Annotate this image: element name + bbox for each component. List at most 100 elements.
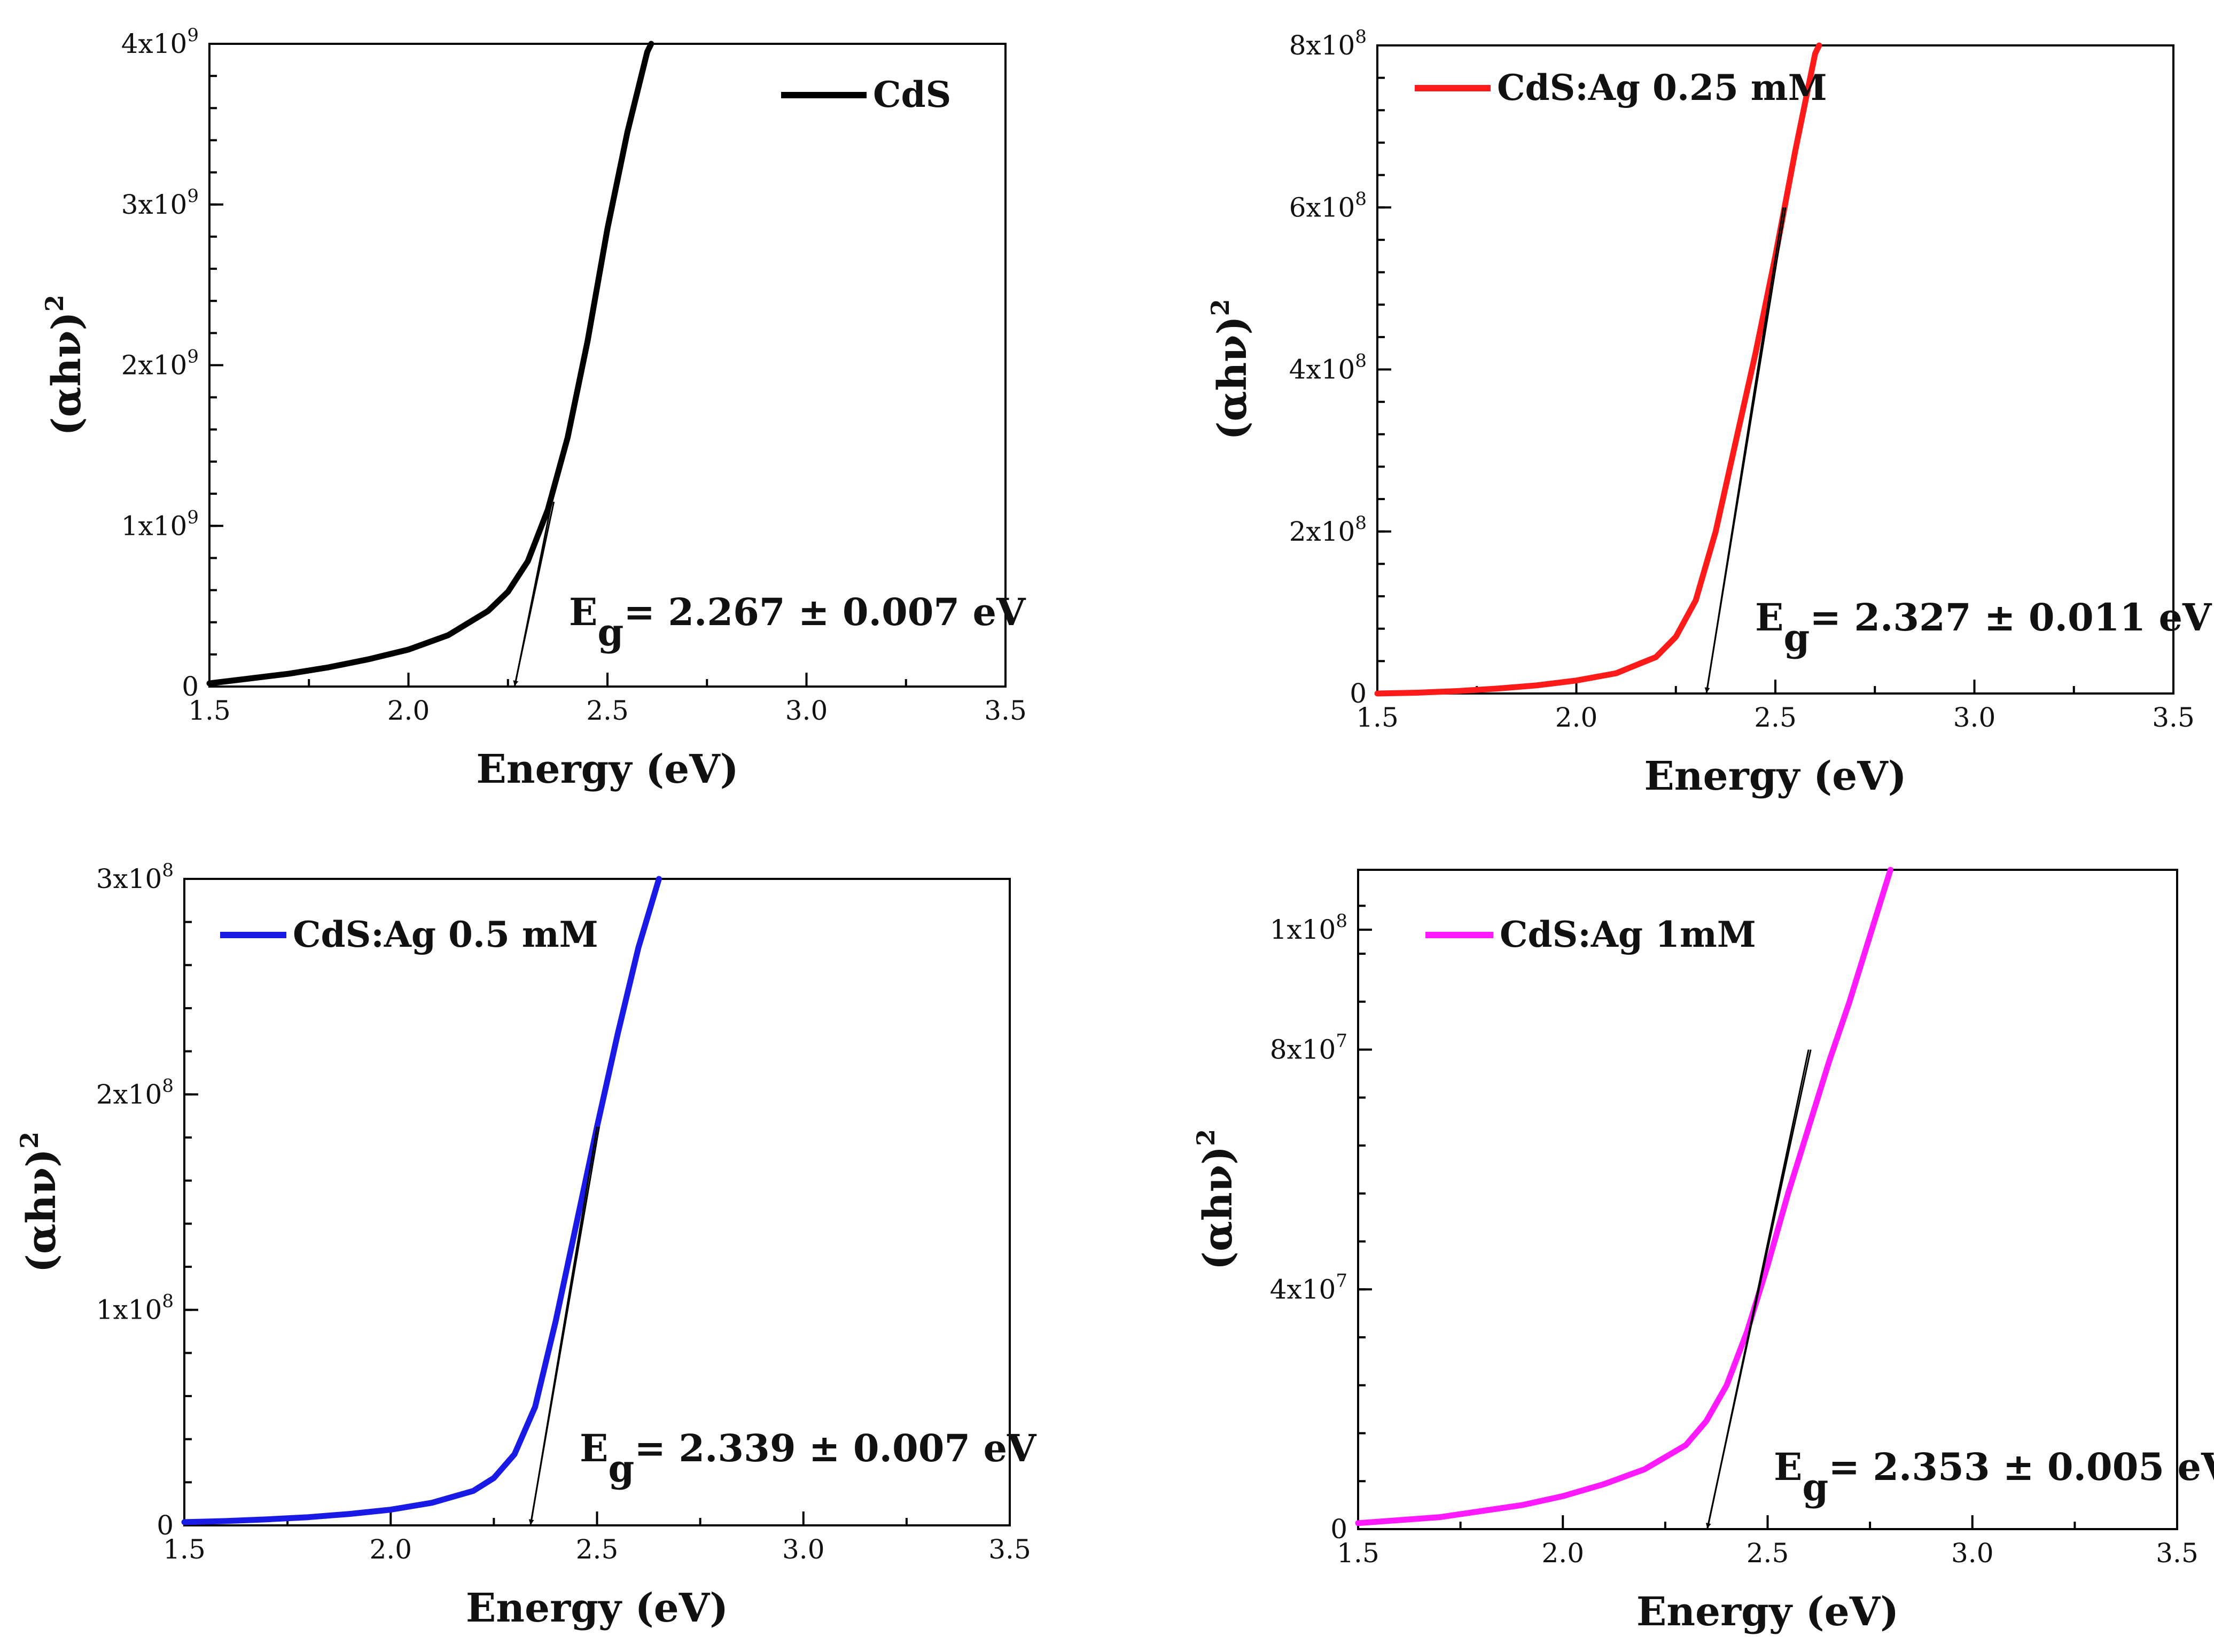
data-series-ag1 (1355, 867, 1893, 1526)
y-tick-label: 4x109 (121, 25, 199, 59)
y-tick-mantissa: 8x10 (1270, 1034, 1336, 1065)
y-axis-label: (αhν)2 (15, 1132, 65, 1273)
y-tick-mantissa: 1x10 (1270, 914, 1336, 945)
bandgap-symbol: E (1755, 595, 1783, 640)
y-tick-label: 1x108 (1270, 910, 1347, 945)
bandgap-annotation: Eg= 2.353 ± 0.005 eV (1774, 1445, 2214, 1509)
bandgap-subscript: g (608, 1446, 634, 1491)
y-tick-exponent: 8 (1355, 26, 1367, 48)
y-tick-mantissa: 4x10 (121, 28, 188, 59)
y-tick-label: 0 (182, 671, 199, 702)
bandgap-symbol: E (569, 590, 597, 634)
bandgap-annotation: Eg= 2.327 ± 0.011 eV (1755, 595, 2212, 660)
chart-panel-cds: 1.5 2.0 2.5 3.0 3.501x1092x1093x1094x109Ener… (40, 25, 1027, 792)
y-tick-exponent: 8 (1355, 350, 1367, 372)
y-tick-mantissa: 3x10 (96, 863, 162, 894)
y-tick-label: 8x107 (1270, 1031, 1347, 1065)
y-tick-label: 4x107 (1270, 1270, 1347, 1305)
y-tick-label: 2x108 (1289, 512, 1367, 547)
x-tick-label: 3.5 (988, 1534, 1031, 1565)
y-tick-mantissa: 2x10 (1289, 516, 1355, 547)
y-tick-mantissa: 1x10 (96, 1295, 162, 1326)
y-tick-mantissa: 0 (1330, 1514, 1347, 1545)
y-tick-exponent: 9 (187, 185, 199, 207)
bandgap-subscript: g (1783, 615, 1810, 660)
y-tick-exponent: 8 (1336, 910, 1347, 932)
x-axis-label: Energy (eV) (1636, 1589, 1899, 1635)
y-tick-exponent: 8 (1355, 188, 1367, 209)
eg-arrow (513, 501, 555, 686)
legend-label: CdS:Ag 1mM (1500, 914, 1756, 955)
x-tick-label: 3.0 (782, 1534, 825, 1565)
x-tick-label: 2.5 (586, 695, 629, 726)
x-tick-label: 2.0 (369, 1534, 412, 1565)
bandgap-value: = 2.353 ± 0.005 eV (1828, 1445, 2214, 1489)
y-tick-mantissa: 6x10 (1289, 192, 1355, 223)
y-tick-mantissa: 0 (182, 671, 199, 702)
eg-arrow (1704, 207, 1787, 693)
y-axis-label: (αhν)2 (1206, 299, 1256, 440)
y-axis-label-main: (αhν) (19, 1149, 65, 1273)
y-tick-label: 4x108 (1289, 350, 1367, 385)
bandgap-annotation: Eg= 2.339 ± 0.007 eV (580, 1426, 1037, 1491)
x-tick-label: 3.0 (785, 695, 828, 726)
y-tick-label: 1x108 (96, 1291, 174, 1326)
eg-arrow (1705, 1049, 1812, 1529)
y-tick-label: 0 (1350, 678, 1367, 709)
y-axis-label-exponent: 2 (15, 1132, 44, 1149)
y-tick-exponent: 7 (1336, 1031, 1347, 1052)
y-tick-exponent: 8 (162, 1075, 174, 1096)
y-tick-mantissa: 8x10 (1289, 30, 1355, 61)
eg-arrow (528, 1126, 600, 1525)
y-axis-label-exponent: 2 (1206, 299, 1235, 316)
x-tick-label: 3.0 (1951, 1538, 1994, 1569)
x-tick-label: 2.5 (1747, 1538, 1789, 1569)
y-tick-exponent: 9 (187, 346, 199, 368)
y-tick-mantissa: 2x10 (96, 1079, 162, 1110)
y-tick-mantissa: 3x10 (121, 189, 188, 220)
plot-frame (1357, 869, 2178, 1530)
bandgap-symbol: E (580, 1426, 608, 1470)
y-axis-label: (αhν)2 (1191, 1129, 1241, 1270)
x-tick-label: 2.0 (1541, 1538, 1584, 1569)
x-tick-label: 1.5 (188, 695, 231, 726)
x-tick-label: 2.0 (1555, 702, 1598, 733)
y-tick-label: 8x108 (1289, 26, 1367, 61)
y-tick-label: 0 (1330, 1514, 1347, 1545)
x-axis-label: Energy (eV) (1644, 753, 1906, 799)
x-tick-label: 1.5 (1337, 1538, 1379, 1569)
y-axis-label: (αhν)2 (40, 294, 90, 435)
y-tick-mantissa: 4x10 (1289, 354, 1355, 385)
y-tick-label: 0 (157, 1510, 174, 1541)
y-tick-label: 1x109 (121, 506, 199, 541)
x-tick-label: 2.0 (387, 695, 430, 726)
bandgap-subscript: g (597, 610, 623, 654)
bandgap-symbol: E (1774, 1445, 1802, 1489)
y-tick-mantissa: 0 (157, 1510, 174, 1541)
data-series-cds (206, 41, 654, 687)
data-series-ag025 (1374, 42, 1822, 697)
legend-label: CdS:Ag 0.5 mM (293, 914, 598, 955)
y-tick-mantissa: 4x10 (1270, 1274, 1336, 1305)
legend-label: CdS (873, 74, 951, 115)
y-axis-label-main: (αhν) (44, 311, 90, 435)
x-tick-label: 1.5 (163, 1534, 206, 1565)
bandgap-value: = 2.267 ± 0.007 eV (623, 590, 1026, 634)
x-tick-label: 3.5 (2156, 1538, 2199, 1569)
y-tick-mantissa: 0 (1350, 678, 1367, 709)
y-axis-label-main: (αhν) (1195, 1146, 1241, 1270)
data-series-ag05 (181, 876, 662, 1525)
chart-panel-ag025: 1.5 2.0 2.5 3.0 3.502x1084x1086x1088x108Ener… (1206, 26, 2212, 799)
y-axis-label-main: (αhν) (1210, 316, 1256, 440)
y-tick-exponent: 8 (162, 860, 174, 881)
y-tick-exponent: 9 (187, 506, 199, 528)
x-tick-label: 3.5 (984, 695, 1027, 726)
x-tick-label: 3.5 (2152, 702, 2195, 733)
y-tick-label: 3x108 (96, 860, 174, 894)
y-tick-exponent: 8 (162, 1291, 174, 1312)
legend-label: CdS:Ag 0.25 mM (1497, 67, 1827, 108)
bandgap-value: = 2.339 ± 0.007 eV (634, 1426, 1037, 1470)
